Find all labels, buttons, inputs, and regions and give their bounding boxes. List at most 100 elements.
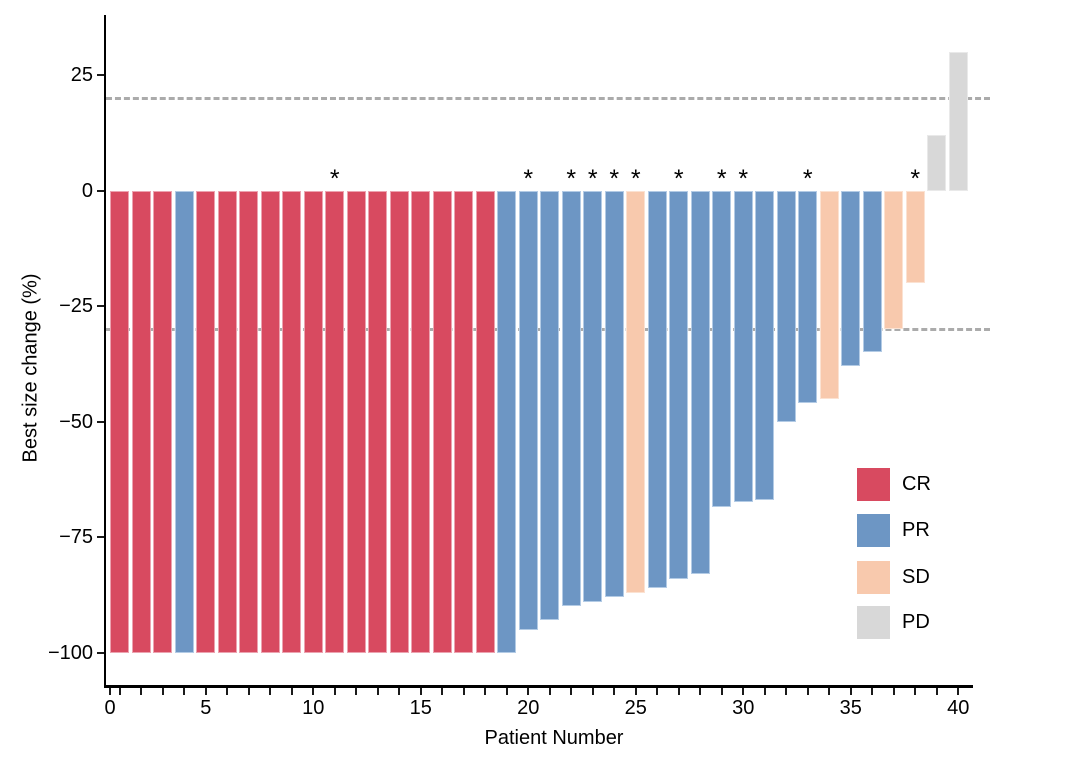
legend-swatch-pr: [857, 514, 890, 547]
y-tick-label: −25: [59, 295, 93, 318]
x-tick-mark: [763, 687, 766, 695]
y-tick-label: −75: [59, 526, 93, 549]
x-tick-mark: [161, 687, 164, 695]
bar-patient-2: [131, 190, 151, 653]
bar-patient-26: [647, 190, 667, 588]
bar-patient-20: [518, 190, 538, 630]
x-tick-mark: [892, 687, 895, 695]
bar-patient-18: [475, 190, 495, 653]
x-tick-mark: [269, 687, 272, 695]
bar-patient-15: [411, 190, 431, 653]
x-tick-mark: [570, 687, 573, 695]
x-tick-mark: [591, 687, 594, 695]
bar-patient-40: [948, 51, 968, 191]
significance-asterisk-patient-30: *: [738, 164, 749, 193]
x-tick-mark: [957, 687, 960, 695]
x-tick-label: 20: [517, 697, 540, 719]
significance-asterisk-patient-27: *: [673, 164, 684, 193]
bar-patient-25: [626, 190, 646, 593]
bar-patient-16: [432, 190, 452, 653]
bar-patient-39: [927, 135, 947, 191]
x-tick-mark: [527, 687, 530, 695]
x-tick-mark: [355, 687, 358, 695]
x-axis-spine: [103, 685, 973, 688]
x-tick-mark: [247, 687, 250, 695]
bar-patient-19: [497, 190, 517, 653]
x-tick-mark: [109, 687, 111, 695]
bar-patient-35: [841, 190, 861, 367]
x-tick-label: 0: [104, 697, 116, 719]
significance-asterisk-patient-20: *: [523, 164, 534, 193]
bar-patient-5: [196, 190, 216, 653]
x-tick-mark: [312, 687, 315, 695]
bar-patient-1: [110, 190, 130, 653]
legend-label-pd: PD: [902, 611, 930, 633]
bar-patient-14: [389, 190, 409, 653]
y-tick-label: −50: [59, 410, 93, 433]
x-tick-mark: [613, 687, 616, 695]
significance-asterisk-patient-29: *: [716, 164, 727, 193]
bar-patient-7: [239, 190, 259, 653]
x-tick-mark: [118, 687, 121, 695]
y-tick-mark: [97, 189, 104, 192]
significance-asterisk-patient-23: *: [587, 164, 598, 193]
bar-patient-17: [454, 190, 474, 653]
bar-patient-29: [712, 190, 732, 508]
x-tick-label: 15: [409, 697, 432, 719]
bar-patient-22: [561, 190, 581, 607]
legend-label-pr: PR: [902, 519, 930, 541]
x-tick-mark: [204, 687, 207, 695]
significance-asterisk-patient-38: *: [910, 164, 921, 193]
x-tick-mark: [398, 687, 401, 695]
threshold-line-plus20: [106, 96, 990, 100]
x-tick-mark: [140, 687, 143, 695]
x-tick-mark: [742, 687, 745, 695]
x-tick-mark: [806, 687, 809, 695]
x-tick-mark: [505, 687, 508, 695]
bar-patient-27: [669, 190, 689, 579]
significance-asterisk-patient-24: *: [609, 164, 620, 193]
x-tick-mark: [677, 687, 680, 695]
x-tick-mark: [419, 687, 422, 695]
bar-patient-38: [905, 190, 925, 283]
x-tick-mark: [376, 687, 379, 695]
x-tick-mark: [935, 687, 938, 695]
bar-patient-34: [819, 190, 839, 399]
y-tick-label: −100: [47, 641, 93, 664]
x-tick-label: 10: [302, 697, 325, 719]
significance-asterisk-patient-25: *: [630, 164, 641, 193]
bar-patient-28: [690, 190, 710, 575]
bar-patient-33: [798, 190, 818, 404]
bar-patient-9: [282, 190, 302, 653]
bar-patient-32: [776, 190, 796, 422]
y-axis-spine: [103, 15, 106, 687]
bar-patient-31: [755, 190, 775, 501]
x-tick-mark: [656, 687, 659, 695]
bar-patient-6: [217, 190, 237, 653]
x-tick-mark: [828, 687, 831, 695]
x-tick-label: 30: [732, 697, 755, 719]
bar-patient-37: [884, 190, 904, 330]
x-tick-mark: [548, 687, 551, 695]
y-tick-mark: [97, 420, 104, 423]
bar-patient-12: [346, 190, 366, 653]
y-tick-mark: [97, 305, 104, 308]
x-axis-title: Patient Number: [484, 727, 624, 749]
significance-asterisk-patient-33: *: [802, 164, 813, 193]
bar-patient-36: [862, 190, 882, 353]
y-tick-label: 25: [70, 64, 93, 87]
x-tick-mark: [914, 687, 917, 695]
legend-swatch-sd: [857, 561, 890, 594]
x-tick-mark: [720, 687, 723, 695]
x-tick-label: 35: [839, 697, 862, 719]
bar-patient-23: [583, 190, 603, 602]
bar-patient-4: [174, 190, 194, 653]
x-tick-mark: [183, 687, 186, 695]
x-tick-mark: [871, 687, 874, 695]
x-tick-mark: [785, 687, 788, 695]
x-tick-mark: [849, 687, 852, 695]
x-tick-mark: [290, 687, 293, 695]
x-tick-mark: [699, 687, 702, 695]
